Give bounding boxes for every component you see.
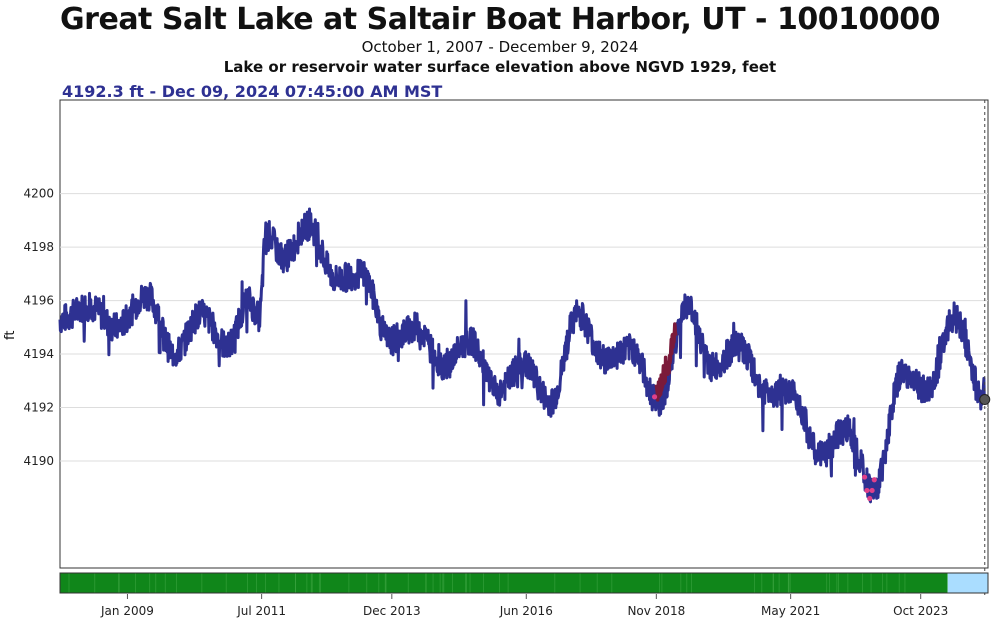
y-tick-label: 4194 — [23, 347, 54, 361]
latest-value-marker — [979, 394, 991, 406]
status-bar-approved — [60, 573, 948, 593]
data-point — [864, 487, 870, 494]
chart-title: Great Salt Lake at Saltair Boat Harbor, … — [60, 2, 940, 37]
x-tick-label: May 2021 — [761, 604, 820, 618]
series-line — [58, 207, 987, 504]
data-point — [651, 394, 658, 400]
chart-date-range: October 1, 2007 - December 9, 2024 — [361, 38, 639, 56]
y-tick-label: 4200 — [23, 187, 54, 201]
status-bar-provisional — [947, 573, 988, 593]
series-line — [654, 322, 678, 402]
x-tick-label: Nov 2018 — [627, 604, 685, 618]
chart-parameter: Lake or reservoir water surface elevatio… — [223, 58, 777, 76]
data-point — [869, 487, 875, 494]
y-tick-label: 4192 — [23, 401, 54, 415]
x-tick-label: Oct 2023 — [893, 604, 948, 618]
x-tick-label: Jan 2009 — [100, 604, 154, 618]
plot-frame — [59, 99, 989, 569]
x-tick-label: Dec 2013 — [363, 604, 421, 618]
latest-value: 4192.3 ft - Dec 09, 2024 07:45:00 AM MST — [62, 82, 443, 101]
y-tick-label: 4198 — [23, 240, 54, 254]
x-tick-label: Jun 2016 — [499, 604, 553, 618]
x-tick-label: Jul 2011 — [236, 604, 286, 618]
data-point — [871, 477, 877, 483]
y-tick-label: 4190 — [23, 454, 54, 468]
data-point — [867, 495, 873, 502]
y-tick-label: 4196 — [23, 294, 54, 308]
status-bar-frame — [59, 572, 989, 594]
data-point — [861, 474, 868, 480]
